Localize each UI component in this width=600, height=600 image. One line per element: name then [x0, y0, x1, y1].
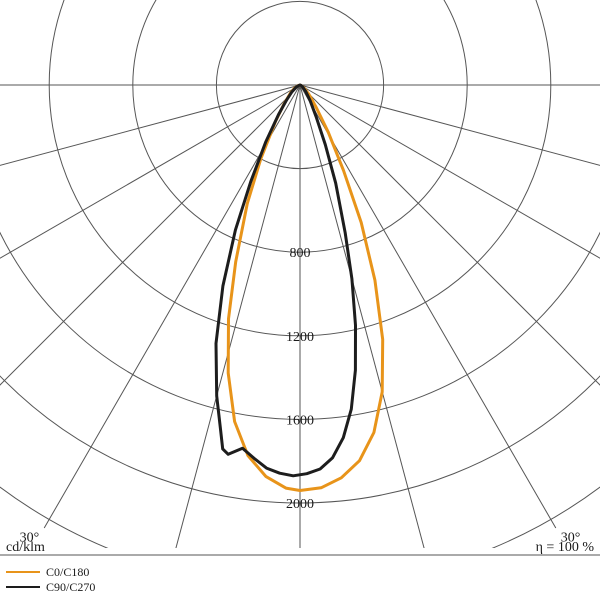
footer-left: cd/klm [6, 540, 45, 555]
radial-label: 1600 [286, 413, 314, 428]
radial-label: 1200 [286, 330, 314, 345]
radial-label: 2000 [286, 497, 314, 512]
radial-label: 800 [290, 246, 311, 261]
legend-label: C0/C180 [46, 565, 89, 579]
photometric-polar-chart: 80012001600200030°30°45°45°60°60°75°75°9… [0, 0, 600, 600]
footer-right: η = 100 % [536, 540, 595, 555]
legend-label: C90/C270 [46, 580, 95, 594]
